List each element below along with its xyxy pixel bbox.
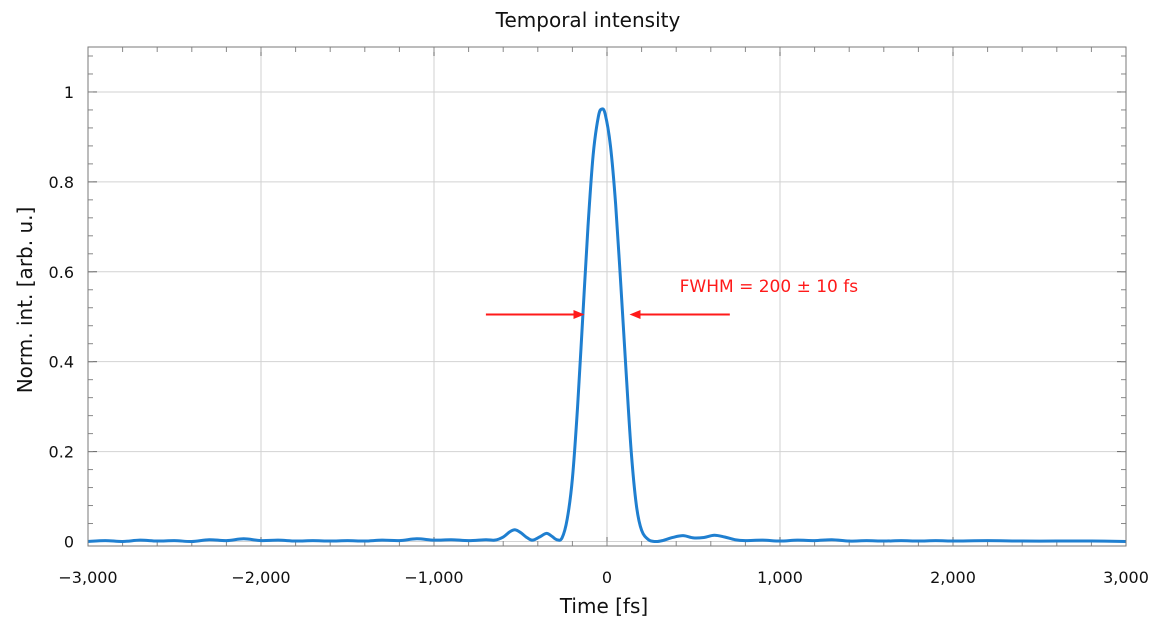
- y-axis-label: Norm. int. [arb. u.]: [13, 207, 37, 394]
- y-tick-labels: 0 0.2 0.4 0.6 0.8 1: [49, 83, 74, 552]
- fwhm-left-arrow-head: [573, 309, 585, 319]
- x-tick-label: −2,000: [231, 568, 290, 587]
- series-layer: [87, 107, 1127, 544]
- fwhm-annotation: FWHM = 200 ± 10 fs: [485, 277, 859, 319]
- y-tick-label: 0.4: [49, 353, 74, 372]
- y-tick-label: 0: [64, 533, 74, 552]
- x-tick-label: −3,000: [58, 568, 117, 587]
- chart-title: Temporal intensity: [495, 8, 681, 32]
- x-tick-label: 0: [602, 568, 612, 587]
- y-tick-label: 0.6: [49, 263, 74, 282]
- x-tick-label: −1,000: [404, 568, 463, 587]
- plot-frame: [87, 46, 1127, 547]
- intensity-line: [87, 107, 1127, 544]
- x-tick-label: 3,000: [1103, 568, 1149, 587]
- x-tick-label: 1,000: [757, 568, 803, 587]
- x-axis-label: Time [fs]: [559, 594, 648, 618]
- fwhm-right-arrow-head: [629, 309, 641, 319]
- y-tick-label: 0.2: [49, 443, 74, 462]
- y-tick-label: 1: [64, 83, 74, 102]
- grid: [87, 47, 1127, 546]
- y-tick-label: 0.8: [49, 173, 74, 192]
- x-tick-labels: −3,000 −2,000 −1,000 0 1,000 2,000 3,000: [58, 568, 1149, 587]
- minor-ticks: [87, 47, 1127, 546]
- x-tick-label: 2,000: [930, 568, 976, 587]
- fwhm-label: FWHM = 200 ± 10 fs: [680, 277, 859, 297]
